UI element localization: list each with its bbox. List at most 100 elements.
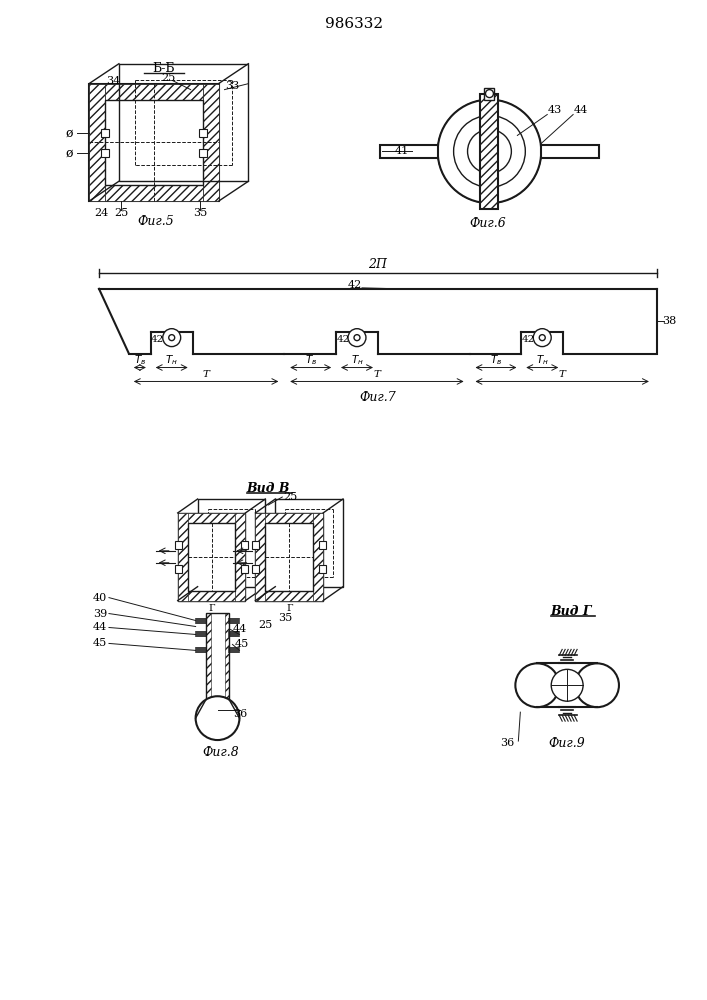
Bar [481, 94, 498, 209]
Bar [187, 523, 235, 591]
Text: 40: 40 [93, 593, 107, 603]
Text: Г: Г [286, 604, 293, 613]
Circle shape [515, 663, 559, 707]
Bar [206, 613, 211, 700]
Text: Фиг.6: Фиг.6 [469, 217, 506, 230]
Circle shape [575, 663, 619, 707]
Text: $T_н$: $T_н$ [536, 354, 549, 367]
Text: 42: 42 [522, 335, 535, 344]
Bar [105, 100, 203, 185]
Bar [89, 84, 105, 201]
Bar [242, 565, 248, 573]
Bar [225, 613, 230, 700]
Circle shape [354, 335, 360, 341]
Text: 44: 44 [574, 105, 588, 115]
Bar [105, 185, 203, 201]
Text: 42: 42 [151, 335, 165, 344]
Text: 25: 25 [162, 73, 176, 83]
Text: Фиг.8: Фиг.8 [202, 746, 239, 759]
Text: $T_в$: $T_в$ [490, 354, 502, 367]
Bar [198, 499, 265, 587]
Text: Фиг.5: Фиг.5 [137, 215, 174, 228]
Text: T: T [373, 370, 380, 379]
Circle shape [539, 335, 545, 341]
Bar [177, 513, 245, 601]
Bar [187, 591, 235, 601]
Circle shape [348, 329, 366, 347]
Circle shape [169, 335, 175, 341]
Text: 25: 25 [283, 492, 298, 502]
Text: $T_в$: $T_в$ [134, 354, 146, 367]
Text: Фиг.9: Фиг.9 [549, 737, 585, 750]
Text: $T_н$: $T_н$ [351, 354, 363, 367]
Bar [89, 84, 218, 201]
Text: 24: 24 [94, 208, 108, 218]
Text: 25: 25 [258, 620, 273, 630]
Text: ø: ø [65, 147, 73, 160]
Bar [206, 613, 230, 700]
Circle shape [454, 116, 525, 187]
Text: Вид В: Вид В [247, 482, 290, 495]
Bar [275, 499, 343, 587]
Text: 44: 44 [93, 622, 107, 632]
Text: Фиг.7: Фиг.7 [360, 391, 397, 404]
Circle shape [163, 329, 181, 347]
Text: 36: 36 [233, 709, 247, 719]
Bar [252, 565, 259, 573]
Text: 35: 35 [279, 613, 293, 623]
Text: Б-Б: Б-Б [153, 62, 175, 75]
Text: 42: 42 [348, 280, 362, 290]
Bar [242, 541, 248, 549]
Text: Г: Г [209, 604, 215, 613]
Bar [203, 84, 218, 201]
Bar [199, 149, 206, 157]
Text: $T_н$: $T_н$ [165, 354, 178, 367]
Bar [235, 513, 245, 601]
Circle shape [438, 100, 542, 203]
Text: 41: 41 [395, 146, 409, 156]
Bar [175, 565, 182, 573]
Bar [101, 149, 109, 157]
Circle shape [551, 669, 583, 701]
Bar [313, 513, 323, 601]
Bar [265, 513, 313, 523]
Bar [199, 129, 206, 137]
Text: ø: ø [65, 127, 73, 140]
Bar [319, 541, 326, 549]
Bar [101, 129, 109, 137]
Circle shape [196, 696, 240, 740]
Bar [187, 513, 235, 523]
Text: 34: 34 [106, 76, 120, 86]
Text: T: T [559, 370, 566, 379]
Bar [481, 94, 498, 209]
Bar [175, 541, 182, 549]
Text: 2П: 2П [368, 258, 387, 271]
Text: 33: 33 [226, 81, 240, 91]
Text: 43: 43 [548, 105, 562, 115]
Bar [105, 84, 203, 100]
Text: 42: 42 [337, 335, 350, 344]
Text: 38: 38 [662, 316, 676, 326]
Text: 45: 45 [235, 639, 249, 649]
Bar [484, 88, 494, 100]
Bar [119, 64, 248, 181]
Bar [265, 591, 313, 601]
Text: 35: 35 [194, 208, 208, 218]
Text: Вид Г: Вид Г [550, 605, 592, 618]
Text: 45: 45 [93, 638, 107, 648]
Text: 36: 36 [501, 738, 515, 748]
Circle shape [533, 329, 551, 347]
Wedge shape [438, 100, 542, 203]
Text: 44: 44 [233, 624, 247, 634]
Text: 986332: 986332 [325, 17, 383, 31]
Bar [542, 145, 599, 158]
Text: $T_в$: $T_в$ [305, 354, 317, 367]
Bar [380, 145, 438, 158]
Circle shape [467, 129, 511, 173]
Bar [265, 523, 313, 591]
Bar [255, 513, 265, 601]
Circle shape [486, 90, 493, 98]
Text: 25: 25 [114, 208, 128, 218]
Bar [177, 513, 187, 601]
Bar [252, 541, 259, 549]
